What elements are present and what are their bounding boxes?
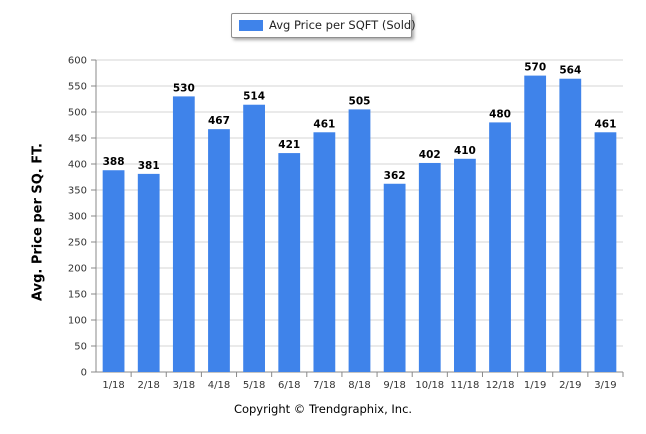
y-tick-label: 50 <box>74 342 87 353</box>
y-tick-label: 450 <box>68 134 87 145</box>
bar <box>559 78 582 372</box>
legend-swatch <box>239 20 263 31</box>
x-tick-label: 1/19 <box>524 380 546 391</box>
data-label: 362 <box>384 170 406 182</box>
bar <box>418 162 441 372</box>
y-tick-label: 500 <box>68 108 87 119</box>
y-tick-label: 300 <box>68 212 87 223</box>
data-label: 461 <box>594 118 616 130</box>
x-tick-label: 2/18 <box>137 380 159 391</box>
y-tick-label: 350 <box>68 186 87 197</box>
bar <box>348 109 371 373</box>
y-tick-label: 200 <box>68 264 87 275</box>
bar <box>524 75 547 372</box>
y-tick-label: 600 <box>68 56 87 67</box>
bar <box>313 132 336 372</box>
legend-label: Avg Price per SQFT (Sold) <box>269 18 416 32</box>
y-tick-label: 100 <box>68 316 87 327</box>
x-tick-label: 9/18 <box>383 380 405 391</box>
y-tick-label: 250 <box>68 238 87 249</box>
bar <box>208 129 230 372</box>
x-tick-label: 8/18 <box>348 380 370 391</box>
data-label: 461 <box>313 118 335 130</box>
bar <box>137 173 160 372</box>
x-tick-label: 5/18 <box>243 380 265 391</box>
data-label: 570 <box>524 62 546 74</box>
bar <box>278 153 301 372</box>
data-label: 381 <box>138 160 160 172</box>
bar <box>489 122 511 373</box>
data-label: 480 <box>489 108 511 120</box>
bar <box>594 132 617 372</box>
data-label: 402 <box>419 149 441 161</box>
x-tick-label: 12/18 <box>486 380 515 391</box>
data-label: 410 <box>454 145 476 157</box>
bar <box>454 158 476 372</box>
bar <box>102 170 125 372</box>
y-tick-label: 550 <box>68 82 87 93</box>
x-tick-label: 4/18 <box>208 380 230 391</box>
data-label: 388 <box>103 156 125 168</box>
data-label: 421 <box>278 139 300 151</box>
x-tick-label: 1/18 <box>102 380 124 391</box>
x-tick-label: 11/18 <box>450 380 479 391</box>
data-label: 467 <box>208 115 230 127</box>
data-label: 564 <box>559 65 581 77</box>
bar <box>172 96 195 373</box>
bar <box>383 183 406 372</box>
y-tick-label: 150 <box>68 290 87 301</box>
x-tick-label: 7/18 <box>313 380 335 391</box>
y-tick-label: 400 <box>68 160 87 171</box>
y-tick-label: 0 <box>81 368 87 379</box>
data-label: 530 <box>173 82 195 94</box>
x-tick-label: 3/19 <box>594 380 616 391</box>
x-tick-label: 2/19 <box>559 380 581 391</box>
chart-legend: Avg Price per SQFT (Sold) <box>231 13 416 38</box>
data-label: 514 <box>243 91 265 103</box>
bar <box>243 104 265 372</box>
x-tick-label: 3/18 <box>173 380 195 391</box>
x-tick-label: 10/18 <box>415 380 444 391</box>
data-label: 505 <box>349 95 371 107</box>
copyright-footer: Copyright © Trendgraphix, Inc. <box>233 402 413 416</box>
x-tick-label: 6/18 <box>278 380 300 391</box>
